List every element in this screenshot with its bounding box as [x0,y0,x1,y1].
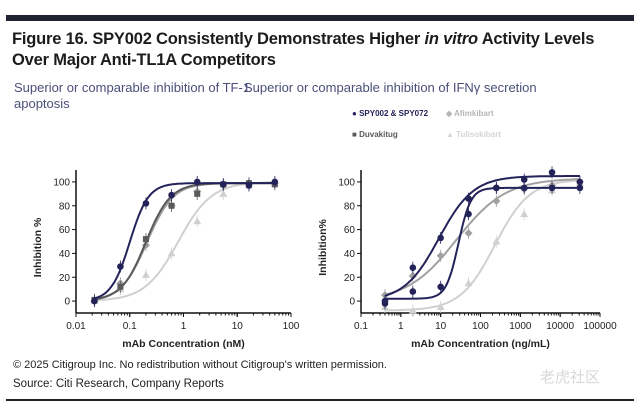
x-tick-label: 1000 [509,321,532,332]
fit-curve-spy002 [384,175,580,297]
data-point-afimkibart [492,196,501,205]
data-point-spy002 [381,297,389,305]
figure-title: Figure 16. SPY002 Consistently Demonstra… [12,30,595,69]
y-tick-label: 80 [59,201,71,212]
data-point-tulisokibart [193,217,202,225]
x-tick-label: 0.1 [123,321,137,332]
data-point-spy002 [91,297,98,305]
y-axis-label: Inhibition % [32,217,44,277]
x-axis-label: mAb Concentration (nM) [122,338,245,350]
copyright-note: © 2025 Citigroup Inc. No redistribution … [13,359,387,371]
data-point-spy002 [465,195,472,202]
data-point-spy072 [548,184,556,192]
y-tick-label: 40 [59,249,71,260]
data-point-tulisokibart [436,303,445,311]
fit-curve-spy072 [385,186,580,300]
data-point-duvakitug [142,236,149,243]
data-point-tulisokibart [520,210,529,218]
data-point-afimkibart [408,272,417,281]
data-point-spy072 [465,210,472,218]
fit-curve-tulisokibart [385,179,580,312]
x-tick-label: 0.01 [66,321,86,332]
data-point-spy002 [576,178,584,186]
y-tick-label: 40 [344,249,356,260]
data-point-spy002 [271,178,279,186]
x-tick-label: 100000 [583,321,617,332]
y-tick-label: 60 [59,225,71,236]
legend-spy002: ● SPY002 & SPY072 [352,109,429,118]
right-subtitle: Superior or comparable inhibition of IFN… [244,80,537,95]
y-tick-label: 100 [53,177,70,188]
data-point-spy002 [437,234,444,242]
data-point-duvakitug [168,202,175,209]
bottom-rule [6,399,634,401]
y-axis-label: Inhibition% [317,219,329,276]
y-tick-label: 20 [59,273,71,284]
y-tick-label: 60 [344,225,356,236]
data-point-tulisokibart [219,189,228,197]
y-tick-label: 80 [344,201,356,212]
data-point-afimkibart [464,229,473,238]
y-tick-label: 0 [349,297,355,308]
data-point-spy002 [493,184,500,192]
chart-2: 0.1 1 10 100 1000 10000 100000 0 20 40 60 80 100 mAb … [317,166,617,350]
source-note: Source: Citi Research, Company Reports [13,378,224,390]
data-point-spy072 [520,184,528,192]
data-point-spy002 [409,264,417,272]
left-subtitle: Superior or comparable inhibition of TF-… [14,80,251,111]
legend-duvakitug: ■ Duvakitug [352,130,398,139]
data-point-spy002 [245,182,253,189]
data-point-afimkibart [436,251,445,260]
data-point-spy002 [193,178,201,186]
data-point-spy002 [219,181,227,188]
data-point-spy072 [409,288,417,295]
x-tick-label: 1 [181,321,187,332]
data-point-duvakitug [117,283,124,290]
x-tick-label: 10 [232,321,244,332]
data-point-spy072 [437,283,444,291]
legend-afimkibart: ◆ Afimkibart [446,109,494,118]
data-point-spy002 [548,169,556,176]
x-tick-label: 1 [398,321,404,332]
data-point-tulisokibart [408,306,417,314]
data-point-spy002 [142,200,150,207]
data-point-spy002 [117,263,124,270]
legend-tulisokibart: ▲ Tulisokibart [446,130,501,139]
watermark: 老虎社区 [540,369,601,386]
x-tick-label: 10000 [546,321,574,332]
fit-curve-afimkibart [384,178,580,296]
fit-curve-spy002 [94,182,275,300]
data-point-spy002 [168,191,175,199]
y-tick-label: 100 [338,177,355,188]
data-point-spy002 [520,176,528,183]
y-tick-label: 0 [64,297,70,308]
x-tick-label: 10 [435,321,447,332]
x-axis-label: mAb Concentration (ng/mL) [411,338,550,350]
data-point-tulisokibart [167,249,176,257]
chart-1: 0.01 0.1 1 10 100 0 20 40 60 80 100 mAb Concentrati… [32,170,300,350]
x-tick-label: 100 [472,321,489,332]
x-tick-label: 100 [283,321,300,332]
x-tick-label: 0.1 [354,321,368,332]
y-tick-label: 20 [344,273,356,284]
top-rule [6,15,634,21]
data-point-tulisokibart [141,270,150,278]
data-point-tulisokibart [492,237,501,245]
data-point-tulisokibart [464,279,473,287]
data-point-duvakitug [194,190,201,197]
